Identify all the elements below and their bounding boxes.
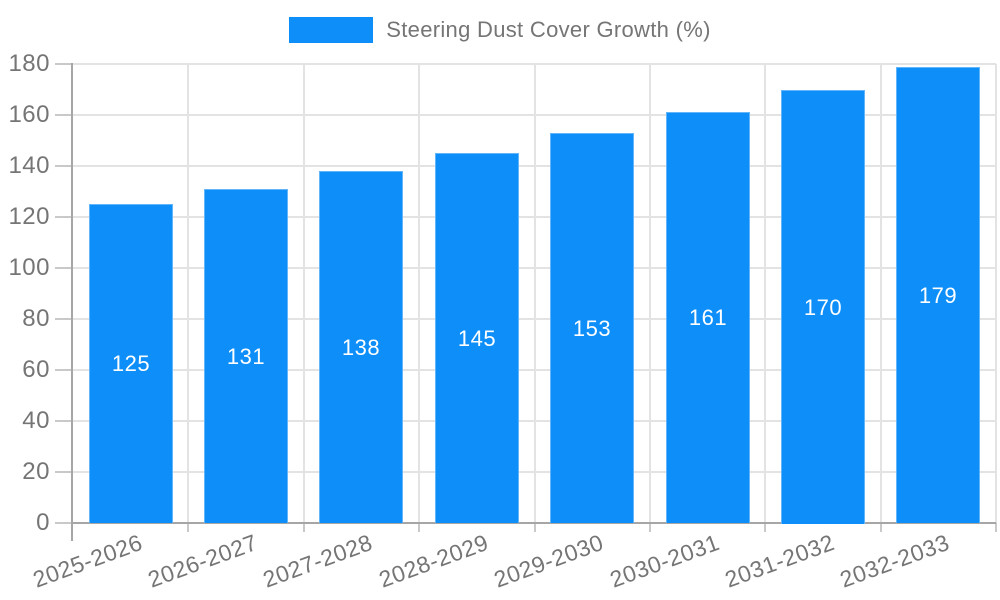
x-tick-mark [880,523,882,532]
bar[interactable]: 170 [781,90,865,524]
y-tick-label: 180 [8,50,50,77]
legend-swatch [289,17,374,43]
y-tick-mark [55,369,73,371]
y-tick-mark [55,318,73,320]
bar-value-label: 125 [111,351,151,376]
v-gridline [303,64,305,523]
v-gridline [764,64,766,523]
y-tick-mark [55,63,73,65]
bar-value-label: 145 [457,325,497,351]
bar[interactable]: 138 [319,171,403,523]
x-tick-mark [418,523,420,532]
y-tick-mark [55,114,73,116]
y-tick-label: 20 [22,458,50,485]
bar[interactable]: 161 [666,112,750,523]
bar[interactable]: 179 [896,67,980,523]
bar-value-label: 138 [341,334,381,360]
bar[interactable]: 131 [204,189,288,523]
y-tick-label: 120 [8,203,50,230]
x-tick-mark [187,523,189,532]
x-tick-mark [534,523,536,532]
v-gridline [880,64,882,523]
y-tick-mark [55,216,73,218]
v-gridline [649,64,651,523]
bar-value-label: 179 [918,282,958,308]
bar[interactable]: 153 [550,133,634,523]
y-tick-label: 80 [22,305,50,332]
y-tick-label: 100 [8,254,50,281]
v-gridline [187,64,189,523]
x-tick-mark [764,523,766,532]
v-gridline [995,64,997,523]
bar-value-label: 153 [572,315,612,341]
y-tick-label: 140 [8,152,50,179]
y-tick-mark [55,522,73,524]
chart-legend[interactable]: Steering Dust Cover Growth (%) [0,17,1000,43]
bar-value-label: 170 [803,294,843,320]
y-tick-mark [55,471,73,473]
v-gridline [418,64,420,523]
x-axis-line [71,522,996,524]
y-tick-label: 160 [8,101,50,128]
v-gridline [534,64,536,523]
bar[interactable]: 125 [89,204,173,523]
legend-label: Steering Dust Cover Growth (%) [386,17,711,42]
y-tick-label: 60 [22,356,50,383]
bar[interactable]: 145 [435,153,519,523]
y-tick-label: 40 [22,407,50,434]
x-tick-mark [649,523,651,532]
y-tick-mark [55,267,73,269]
y-tick-label: 0 [36,509,50,536]
bar-value-label: 131 [226,343,266,369]
x-tick-mark [995,523,997,532]
y-axis-line [71,63,73,541]
y-tick-mark [55,420,73,422]
x-tick-mark [303,523,305,532]
y-tick-mark [55,165,73,167]
bar-value-label: 161 [688,305,728,330]
